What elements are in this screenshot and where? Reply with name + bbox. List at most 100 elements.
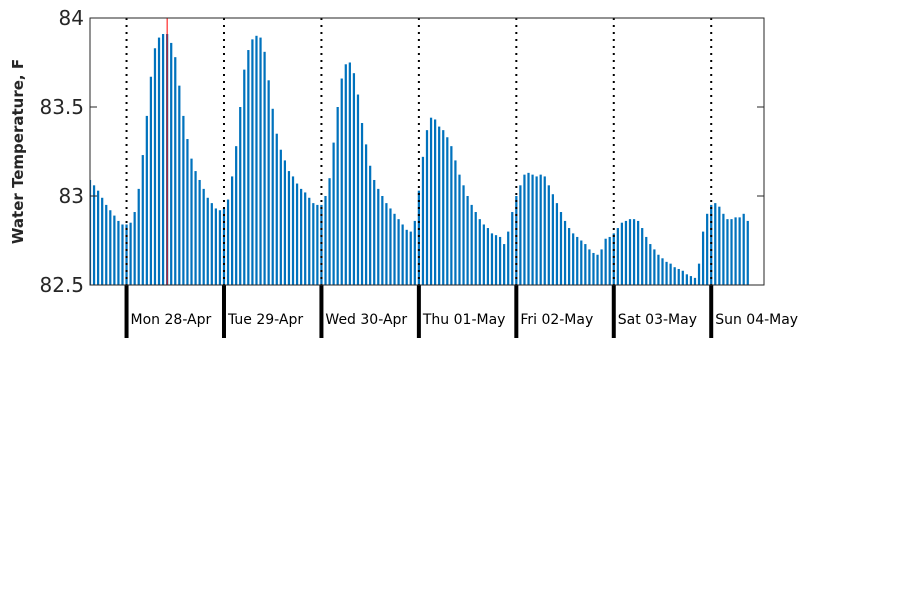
bar	[97, 190, 100, 285]
bar	[543, 176, 546, 285]
bar	[458, 174, 461, 285]
bar	[149, 76, 153, 286]
bar	[474, 212, 477, 285]
bar	[706, 213, 709, 285]
bar	[369, 165, 372, 285]
bar	[381, 196, 384, 285]
day-label: Thu 01-May	[422, 312, 506, 328]
bar	[178, 85, 181, 285]
bar	[734, 217, 737, 285]
bar	[239, 107, 242, 285]
bar	[377, 188, 380, 285]
bar	[259, 37, 262, 285]
bar	[596, 254, 599, 285]
bar	[616, 228, 619, 285]
bar	[190, 158, 193, 285]
bar	[722, 213, 725, 285]
bar	[462, 185, 465, 285]
day-label: Tue 29-Apr	[227, 312, 303, 328]
y-tick-label: 83.5	[39, 95, 84, 119]
bar	[312, 203, 315, 285]
bar	[247, 50, 250, 285]
bar	[129, 222, 132, 285]
bar	[324, 196, 327, 285]
bar	[746, 220, 749, 285]
bar	[604, 238, 607, 285]
bar	[551, 194, 554, 285]
bar	[283, 160, 287, 285]
bar	[612, 233, 615, 285]
plot-frame	[89, 17, 765, 286]
bar	[182, 115, 185, 286]
bar	[482, 224, 485, 285]
bar	[304, 192, 307, 285]
bar	[161, 34, 165, 285]
day-label: Fri 02-May	[520, 312, 593, 328]
day-label: Sat 03-May	[618, 312, 697, 328]
bar	[718, 206, 721, 285]
bar	[535, 176, 538, 285]
bar	[714, 203, 717, 285]
bar	[340, 78, 343, 286]
bar	[153, 48, 157, 286]
bar	[450, 146, 453, 285]
bar	[255, 35, 258, 285]
bar	[352, 73, 356, 286]
bar	[434, 119, 437, 286]
bar	[117, 220, 120, 285]
bar	[202, 188, 205, 285]
bar	[344, 64, 347, 285]
bar	[466, 196, 469, 285]
bar	[588, 249, 591, 285]
bar	[198, 179, 201, 285]
bar	[348, 62, 351, 285]
bar	[632, 219, 636, 285]
y-tick-label: 83	[59, 184, 84, 208]
bar	[226, 199, 230, 285]
bar	[470, 204, 473, 285]
bar	[157, 37, 161, 285]
bar	[645, 236, 648, 285]
bar	[218, 210, 222, 285]
bar	[523, 174, 526, 285]
bar	[90, 179, 92, 285]
bar	[738, 217, 741, 285]
bar	[486, 228, 490, 285]
bar	[592, 252, 595, 285]
bar	[685, 274, 688, 285]
bar	[454, 160, 457, 285]
bar	[539, 174, 542, 285]
bar	[498, 236, 502, 285]
bar	[490, 233, 494, 285]
bar	[125, 224, 128, 285]
bar	[174, 57, 177, 285]
bar	[503, 244, 506, 285]
bar	[519, 185, 522, 285]
bar	[677, 268, 680, 285]
bar	[316, 204, 319, 285]
bar	[689, 276, 693, 285]
bar	[425, 130, 429, 285]
day-label: Wed 30-Apr	[325, 312, 407, 328]
bar	[210, 203, 213, 285]
y-tick-label: 84	[59, 6, 84, 30]
day-label: Sun 04-May	[715, 312, 798, 328]
bar	[584, 244, 587, 285]
bar	[170, 42, 173, 285]
bar	[628, 219, 632, 285]
day-label: Mon 28-Apr	[131, 312, 212, 328]
bar	[356, 94, 360, 285]
bar	[697, 263, 701, 285]
bar	[222, 208, 226, 285]
bar	[507, 231, 510, 285]
bar	[624, 220, 628, 285]
bar	[641, 228, 644, 285]
bar	[429, 117, 433, 286]
bar	[275, 133, 278, 285]
bar	[206, 197, 209, 285]
bar	[673, 267, 676, 285]
day-separators	[124, 18, 714, 338]
bar	[308, 197, 311, 285]
bar	[320, 204, 323, 285]
